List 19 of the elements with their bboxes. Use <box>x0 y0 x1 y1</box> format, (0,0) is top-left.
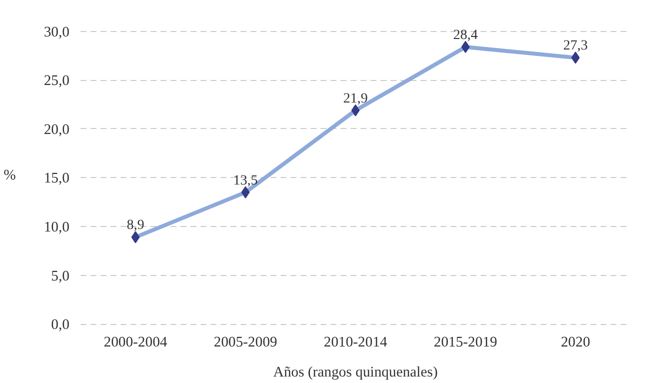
data-label: 13,5 <box>233 173 258 188</box>
x-axis-title: Años (rangos quinquenales) <box>273 364 438 380</box>
y-tick-label: 20,0 <box>44 122 70 138</box>
x-tick-label: 2020 <box>560 334 590 350</box>
data-label: 28,4 <box>453 28 478 43</box>
x-tick-label: 2010-2014 <box>324 334 388 350</box>
y-tick-label: 25,0 <box>44 73 70 90</box>
y-tick-label: 5,0 <box>51 268 70 284</box>
x-tick-label: 2000-2004 <box>104 334 168 350</box>
y-tick-label: 10,0 <box>44 219 70 236</box>
data-label: 27,3 <box>563 38 588 54</box>
y-axis-title: % <box>4 168 16 184</box>
data-label: 8,9 <box>126 218 144 234</box>
data-label: 21,9 <box>343 91 368 106</box>
y-tick-label: 0,0 <box>51 317 70 334</box>
x-tick-label: 2015-2019 <box>434 334 498 350</box>
y-tick-label: 30,0 <box>44 24 70 40</box>
y-tick-label: 15,0 <box>44 170 70 187</box>
x-tick-label: 2005-2009 <box>214 334 278 350</box>
